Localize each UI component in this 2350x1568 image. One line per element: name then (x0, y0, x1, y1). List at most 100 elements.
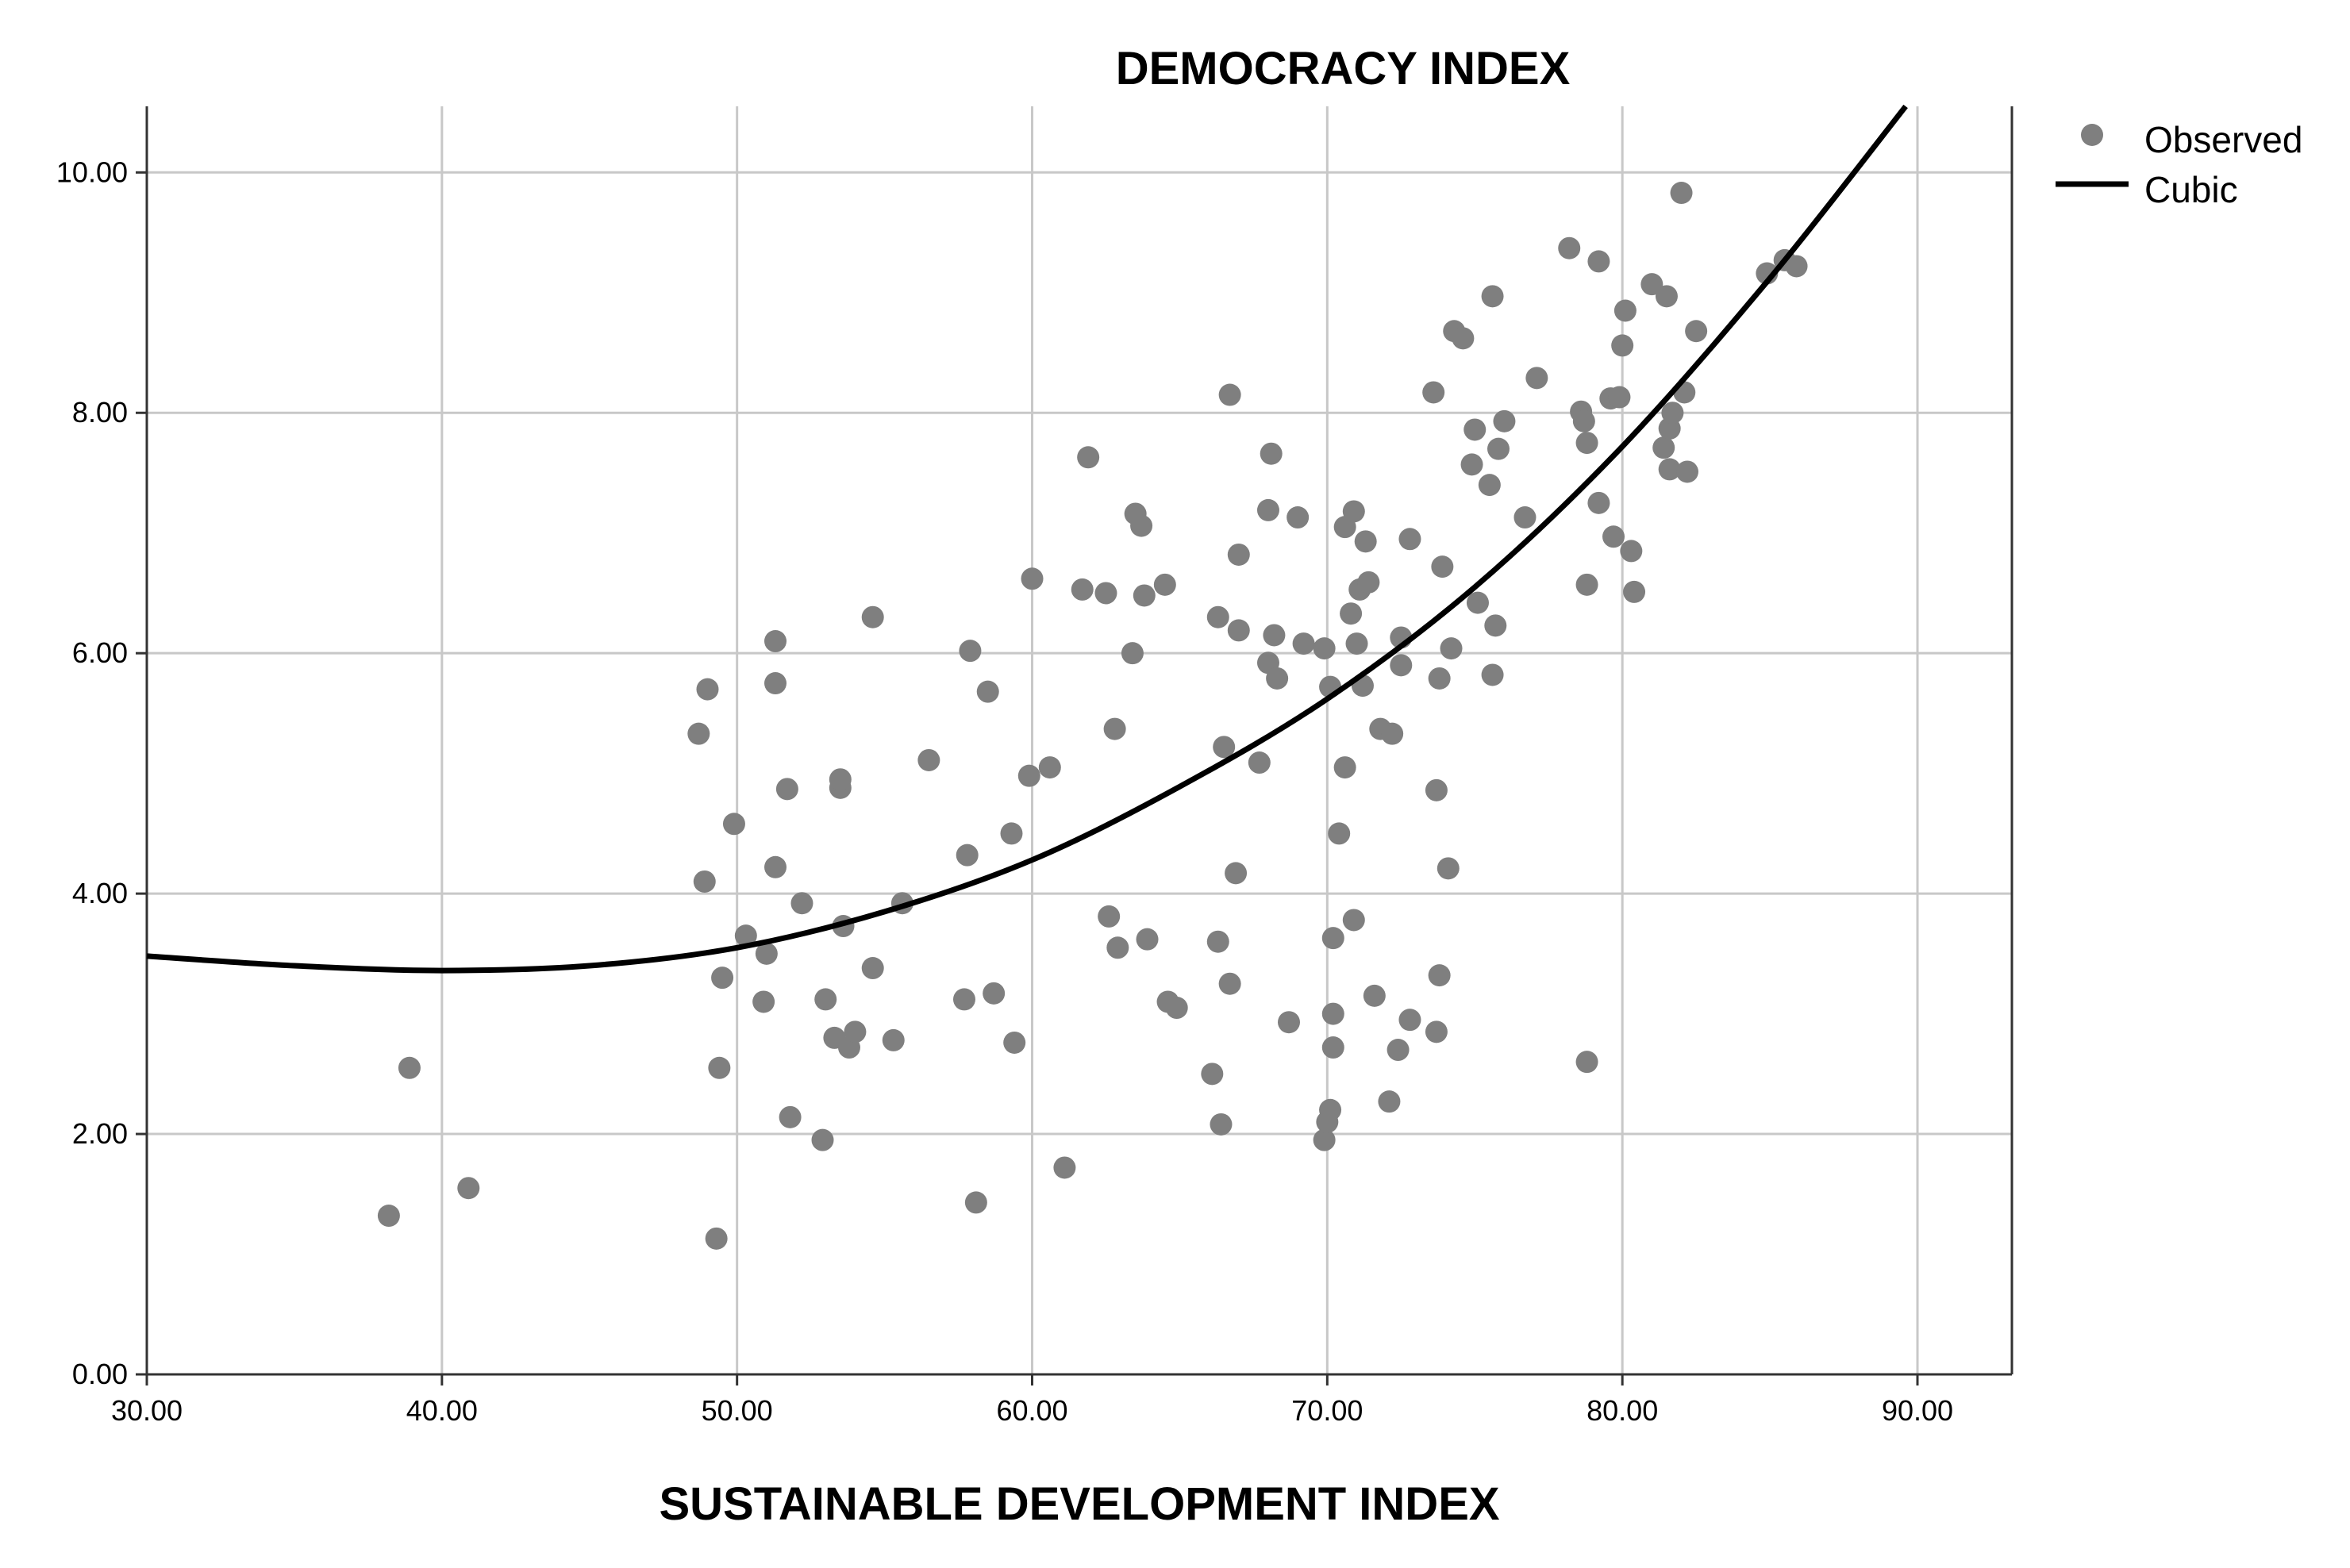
observed-point (696, 678, 719, 701)
observed-point (956, 844, 979, 867)
x-tick-label: 30.00 (111, 1394, 183, 1427)
observed-point (917, 748, 940, 771)
observed-point (1655, 285, 1678, 308)
observed-point (1608, 386, 1631, 409)
observed-point (1053, 1156, 1076, 1179)
observed-point (722, 813, 745, 836)
x-tick-label: 60.00 (996, 1394, 1067, 1427)
observed-point (1292, 632, 1315, 655)
observed-point (1094, 582, 1117, 605)
x-tick-label: 80.00 (1587, 1394, 1658, 1427)
axis-ticks: 30.00 40.00 50.00 60.00 70.00 80.00 90.00 0.00 2… (56, 156, 1953, 1427)
observed-point (844, 1020, 867, 1043)
observed-point (1623, 580, 1646, 603)
observed-point (1685, 320, 1708, 343)
cubic-fit-line (146, 104, 1908, 974)
observed-point (1136, 928, 1159, 951)
observed-point (1098, 905, 1121, 928)
observed-point (1227, 619, 1250, 642)
gridlines (147, 106, 2012, 1374)
observed-point (811, 1128, 834, 1151)
observed-point (755, 942, 778, 965)
observed-point (1440, 637, 1463, 660)
observed-point (1340, 602, 1363, 625)
observed-point (1103, 717, 1126, 740)
observed-point (1077, 446, 1100, 469)
observed-point (1466, 591, 1489, 614)
observed-point (790, 892, 813, 915)
observed-points (377, 182, 1808, 1250)
observed-point (1313, 1128, 1336, 1151)
observed-point (1256, 498, 1279, 521)
observed-point (1481, 663, 1504, 686)
observed-point (1558, 236, 1581, 259)
observed-point (711, 967, 734, 990)
observed-point (457, 1177, 480, 1200)
observed-point (1071, 578, 1094, 601)
observed-point (1613, 299, 1637, 322)
observed-point (708, 1056, 731, 1079)
observed-point (1463, 418, 1487, 441)
observed-point (1428, 964, 1451, 987)
observed-point (764, 855, 787, 878)
observed-point (1227, 543, 1250, 566)
observed-point (398, 1056, 421, 1079)
observed-point (1263, 624, 1286, 647)
observed-point (705, 1227, 728, 1250)
observed-point (952, 988, 975, 1011)
observed-point (1572, 409, 1595, 432)
observed-point (1313, 637, 1336, 660)
x-tick-label: 90.00 (1882, 1394, 1953, 1427)
observed-point (964, 1191, 987, 1214)
observed-point (1575, 1051, 1598, 1074)
observed-point (1513, 506, 1537, 529)
observed-point (959, 640, 982, 663)
observed-point (764, 630, 787, 653)
observed-point (1260, 442, 1283, 465)
observed-point (377, 1205, 400, 1228)
observed-point (1425, 1020, 1448, 1043)
observed-point (1422, 381, 1445, 404)
chart-title: DEMOCRACY INDEX (1116, 43, 1571, 94)
observed-point (764, 672, 787, 695)
observed-point (1321, 927, 1344, 950)
observed-point (1481, 285, 1504, 308)
observed-point (779, 1105, 802, 1128)
observed-point (1670, 182, 1693, 205)
observed-point (1398, 1009, 1421, 1032)
observed-point (1620, 540, 1643, 563)
observed-point (882, 1028, 905, 1051)
observed-point (1611, 334, 1634, 357)
observed-point (1452, 327, 1475, 350)
observed-point (1675, 460, 1698, 483)
observed-point (861, 957, 884, 980)
observed-point (1345, 632, 1368, 655)
y-tick-label: 0.00 (72, 1358, 128, 1390)
observed-point (1165, 997, 1188, 1020)
observed-point (734, 924, 757, 947)
observed-point (1321, 1036, 1344, 1059)
y-tick-label: 4.00 (72, 877, 128, 909)
observed-point (1003, 1031, 1026, 1054)
observed-point (1575, 432, 1598, 455)
observed-point (1785, 255, 1808, 278)
observed-point (1133, 584, 1156, 607)
observed-point (1210, 1113, 1233, 1136)
observed-point (1266, 667, 1289, 690)
observed-point (1425, 778, 1448, 801)
observed-point (1487, 437, 1510, 460)
observed-point (1658, 458, 1681, 481)
observed-point (1248, 751, 1271, 774)
observed-point (1130, 514, 1153, 537)
y-tick-label: 6.00 (72, 636, 128, 669)
observed-point (1378, 1090, 1401, 1113)
y-tick-label: 10.00 (56, 156, 128, 188)
legend: Observed Cubic (2056, 119, 2302, 210)
observed-point (1342, 909, 1365, 932)
observed-point (1357, 571, 1380, 594)
observed-point (1121, 642, 1144, 665)
observed-point (983, 982, 1006, 1005)
observed-point (1038, 756, 1061, 779)
observed-point (1000, 822, 1023, 845)
